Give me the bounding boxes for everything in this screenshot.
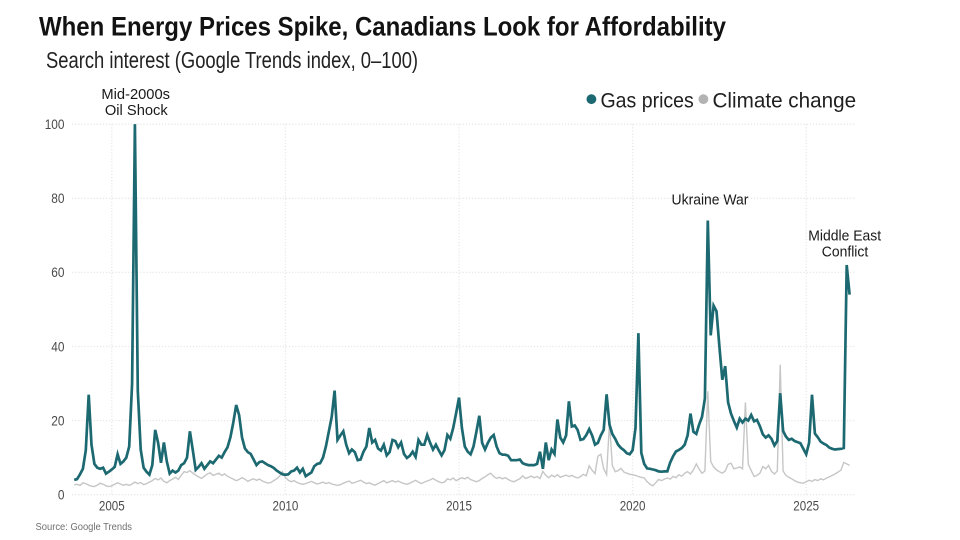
svg-text:When Energy Prices Spike, Cana: When Energy Prices Spike, Canadians Look… <box>39 12 727 42</box>
svg-text:2015: 2015 <box>446 499 472 514</box>
svg-text:80: 80 <box>51 190 64 206</box>
svg-text:40: 40 <box>51 339 64 355</box>
svg-text:2005: 2005 <box>99 499 125 514</box>
svg-text:2010: 2010 <box>272 499 298 514</box>
svg-text:Source: Google Trends: Source: Google Trends <box>36 522 133 533</box>
svg-text:Middle East: Middle East <box>808 228 881 245</box>
svg-text:60: 60 <box>51 264 64 280</box>
svg-text:Oil Shock: Oil Shock <box>105 103 168 119</box>
svg-text:2020: 2020 <box>620 499 646 514</box>
svg-text:Search interest (Google Trends: Search interest (Google Trends index, 0–… <box>46 48 418 73</box>
svg-text:20: 20 <box>51 413 64 429</box>
svg-text:Climate change: Climate change <box>713 89 857 112</box>
svg-text:Gas prices: Gas prices <box>601 90 694 113</box>
svg-text:0: 0 <box>58 487 65 503</box>
svg-text:Conflict: Conflict <box>822 244 868 261</box>
svg-text:Mid-2000s: Mid-2000s <box>101 87 170 103</box>
svg-text:2025: 2025 <box>793 499 819 514</box>
svg-text:100: 100 <box>45 116 65 132</box>
svg-text:Ukraine War: Ukraine War <box>672 192 749 209</box>
